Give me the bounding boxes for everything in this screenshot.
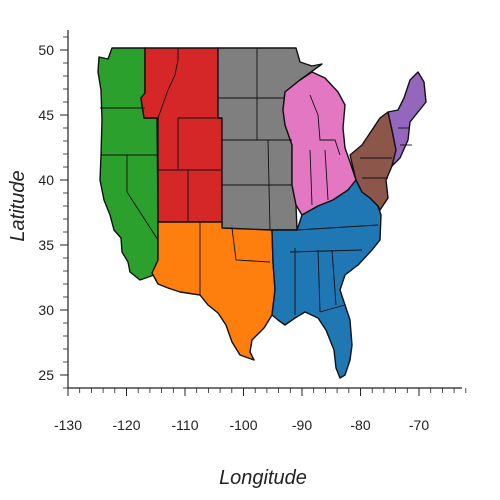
x-tick-label: -120 bbox=[112, 417, 140, 433]
map-regions bbox=[97, 47, 427, 379]
region-mid-atlantic bbox=[349, 111, 397, 211]
axes: 25 30 35 40 45 50 -130 -120 -110 -100 -90 -80 -70 bbox=[38, 30, 467, 433]
x-tick-label: -130 bbox=[54, 417, 82, 433]
boundary-mi bbox=[309, 94, 341, 156]
boundary-se-4 bbox=[317, 249, 321, 313]
x-tick-label: -100 bbox=[229, 417, 257, 433]
x-axis-tick-labels: -130 -120 -110 -100 -90 -80 -70 bbox=[54, 417, 429, 433]
x-axis-title: Longitude bbox=[219, 467, 307, 489]
boundary-il-in bbox=[309, 149, 313, 206]
state-boundaries bbox=[100, 48, 412, 315]
region-new-england bbox=[387, 71, 427, 167]
boundary-se-5 bbox=[331, 249, 337, 306]
boundary-nm-tx bbox=[222, 227, 271, 263]
y-axis-title: Latitude bbox=[7, 170, 29, 241]
y-axis-tick-labels: 25 30 35 40 45 50 bbox=[38, 42, 54, 383]
boundary-se-2 bbox=[289, 249, 363, 253]
y-tick-label: 50 bbox=[38, 42, 54, 58]
y-axis-ticks bbox=[60, 36, 68, 389]
boundary-ks-mo bbox=[267, 139, 271, 231]
x-tick-label: -110 bbox=[172, 417, 199, 433]
boundary-se-6 bbox=[319, 304, 346, 313]
y-tick-label: 25 bbox=[38, 367, 54, 383]
y-tick-label: 35 bbox=[38, 237, 54, 253]
x-tick-label: -80 bbox=[350, 417, 370, 433]
boundary-ca-nv bbox=[126, 155, 159, 241]
x-axis-ticks bbox=[67, 388, 467, 396]
boundary-id-mt bbox=[157, 48, 179, 119]
boundary-in-oh bbox=[324, 149, 329, 201]
x-tick-label: -70 bbox=[409, 417, 429, 433]
y-tick-label: 45 bbox=[38, 107, 54, 123]
x-tick-label: -90 bbox=[292, 417, 312, 433]
y-tick-label: 30 bbox=[38, 302, 54, 318]
y-tick-label: 40 bbox=[38, 172, 54, 188]
boundary-se-1 bbox=[296, 224, 379, 231]
